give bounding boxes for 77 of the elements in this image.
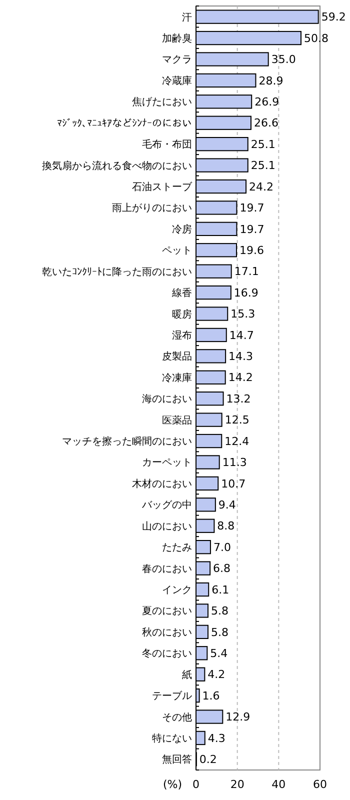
- data-label: 13.2: [226, 392, 251, 406]
- y-tick-label: 毛布・布団: [142, 138, 192, 151]
- data-label: 35.0: [271, 53, 296, 66]
- data-label: 50.8: [304, 32, 328, 45]
- y-tick-label: 木材のにおい: [132, 478, 192, 490]
- y-tick-label: バッグの中: [141, 499, 192, 512]
- y-tick-label: カーペット: [142, 458, 192, 469]
- data-label: 26.9: [254, 96, 280, 109]
- y-tick-label: 汗: [182, 11, 192, 24]
- y-tick-label: マクラ: [162, 54, 192, 66]
- y-tick-label: 冷凍庫: [162, 372, 192, 384]
- y-tick-label: 加齢臭: [162, 32, 192, 45]
- y-tick-label: 冷蔵庫: [162, 74, 192, 87]
- data-label: 59.2: [321, 10, 346, 24]
- y-tick-label: 換気扇から流れる食べ物のにおい: [42, 160, 192, 172]
- data-label: 12.4: [224, 434, 250, 448]
- y-tick-label: 雨上がりのにおい: [112, 202, 192, 214]
- x-tick-label: 0: [192, 778, 200, 791]
- data-label: 19.7: [240, 222, 264, 236]
- data-label: 7.0: [213, 540, 231, 554]
- y-tick-label: ペット: [162, 246, 192, 257]
- data-label: 5.8: [210, 604, 228, 618]
- data-label: 15.3: [230, 308, 256, 321]
- data-label: 28.9: [258, 74, 284, 88]
- data-label: 12.9: [226, 710, 250, 724]
- y-tick-label: 夏のにおい: [142, 606, 192, 618]
- y-tick-label: 春のにおい: [142, 564, 192, 575]
- data-label: 4.3: [208, 732, 226, 745]
- data-label: 8.8: [217, 520, 235, 533]
- y-tick-label: 特にない: [152, 732, 192, 744]
- y-tick-label: 焦げたにおい: [132, 96, 192, 108]
- data-label: 6.8: [213, 562, 231, 576]
- data-label: 17.1: [234, 265, 259, 278]
- data-label: 14.2: [228, 371, 253, 384]
- data-label: 24.2: [249, 180, 274, 194]
- y-tick-label: 医薬品: [162, 414, 192, 426]
- data-label: 26.6: [254, 116, 278, 130]
- data-label: 25.1: [250, 138, 276, 151]
- y-tick-label: 暖房: [172, 308, 192, 320]
- data-label: 12.5: [224, 414, 250, 427]
- x-tick-label: 60: [313, 778, 327, 791]
- y-tick-label: 秋のにおい: [142, 626, 192, 638]
- data-label: 16.9: [234, 286, 258, 300]
- y-tick-label: ﾏｼﾞｯｸ､ﾏﾆｭｷｱなどｼﾝﾅｰのにおい: [57, 117, 192, 130]
- y-tick-label: 湿布: [172, 329, 192, 342]
- y-tick-label: 冷房: [172, 223, 192, 236]
- y-tick-label: 皮製品: [162, 350, 192, 363]
- data-label: 4.2: [208, 668, 226, 682]
- y-tick-label: たたみ: [162, 542, 192, 554]
- y-tick-label: 山のにおい: [142, 520, 192, 532]
- data-label: 5.4: [210, 646, 228, 660]
- y-tick-label: 線香: [171, 287, 192, 300]
- x-axis-title: (%): [162, 778, 182, 791]
- data-label: 19.7: [240, 202, 264, 215]
- data-label: 6.1: [212, 583, 230, 596]
- y-tick-label: 石油ストーブ: [132, 181, 193, 193]
- y-tick-label: 乾いたｺﾝｸﾘｰﾄに降った雨のにおい: [42, 266, 192, 278]
- y-tick-label: マッチを擦った瞬間のにおい: [62, 436, 192, 448]
- x-tick-label: 20: [230, 778, 244, 791]
- y-tick-label: 冬のにおい: [142, 648, 192, 660]
- data-label: 19.6: [240, 244, 264, 257]
- data-label: 10.7: [221, 477, 246, 490]
- data-label: 0.2: [199, 753, 217, 766]
- y-tick-label: インク: [162, 585, 192, 596]
- data-label: 9.4: [218, 498, 236, 512]
- data-label: 5.8: [210, 626, 228, 639]
- y-tick-label: 紙: [182, 668, 192, 681]
- y-tick-label: 海のにおい: [142, 393, 192, 406]
- y-tick-label: その他: [162, 711, 192, 724]
- x-tick-label: 40: [272, 778, 286, 791]
- data-label: 11.3: [222, 456, 247, 470]
- y-tick-label: 無回答: [162, 754, 192, 766]
- data-label: 25.1: [250, 159, 276, 172]
- data-label: 14.3: [228, 350, 254, 364]
- data-label: 14.7: [229, 328, 254, 342]
- data-label: 1.6: [202, 689, 220, 702]
- y-tick-label: テーブル: [152, 690, 192, 702]
